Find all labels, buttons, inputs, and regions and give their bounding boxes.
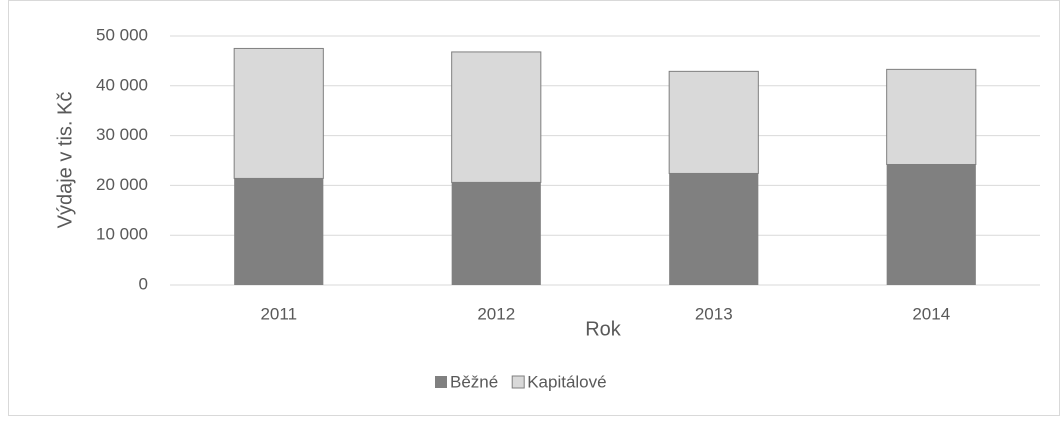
legend-label: Běžné — [450, 372, 498, 391]
y-tick-label: 20 000 — [96, 175, 148, 194]
x-axis-title: Rok — [585, 318, 622, 340]
x-tick-label: 2011 — [260, 304, 297, 323]
bar-segment — [668, 70, 759, 174]
y-tick-label: 0 — [139, 274, 148, 293]
bar-segment — [669, 173, 759, 285]
bar-segment — [886, 164, 976, 285]
y-tick-label: 30 000 — [96, 125, 148, 144]
legend-swatch — [511, 375, 525, 389]
bar-segment — [451, 182, 541, 285]
y-tick-label: 10 000 — [96, 225, 148, 244]
y-tick-label: 50 000 — [96, 25, 148, 44]
y-axis-title: Výdaje v tis. Kč — [54, 92, 76, 229]
bar-segment — [233, 47, 324, 179]
x-tick-label: 2013 — [695, 304, 733, 323]
bar-segment — [451, 51, 542, 183]
x-tick-label: 2012 — [477, 304, 515, 323]
y-tick-label: 40 000 — [96, 75, 148, 94]
legend-label: Kapitálové — [527, 372, 606, 391]
bar-segment — [886, 68, 977, 165]
x-tick-label: 2014 — [912, 304, 950, 323]
bar-segment — [234, 178, 324, 285]
legend-swatch — [435, 376, 447, 388]
